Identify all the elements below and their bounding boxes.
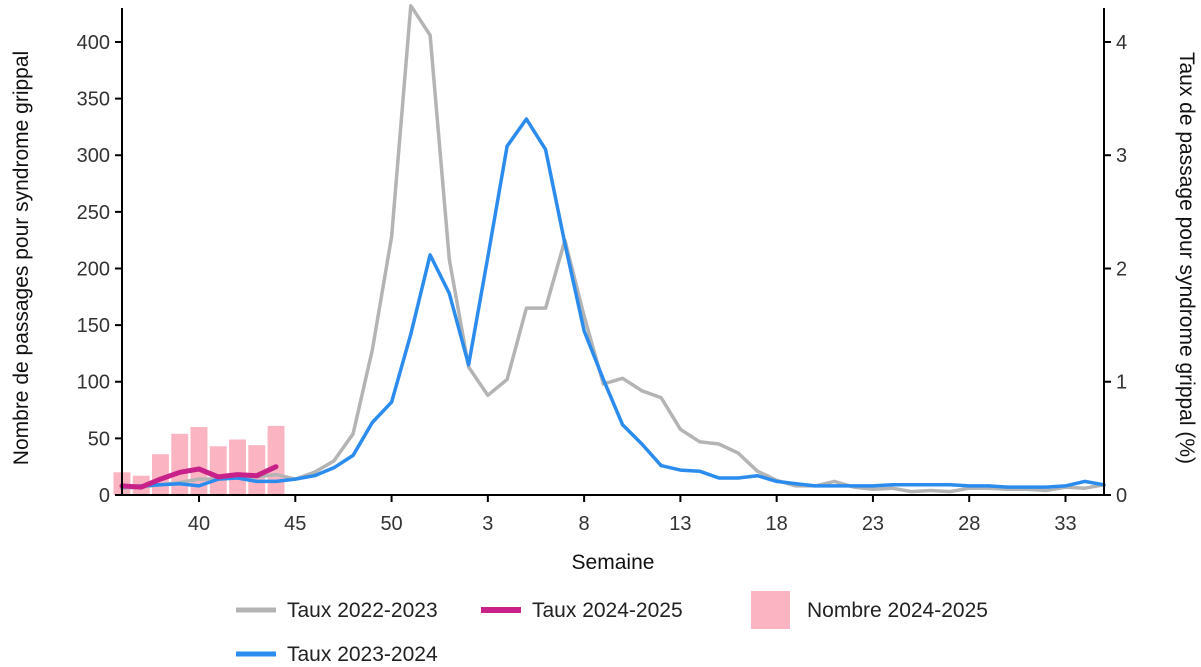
x-tick-label: 13 [669,513,691,535]
y-right-tick-label: 1 [1116,372,1127,394]
bar-nombre-2024-2025-week-44 [267,425,285,495]
x-axis-title: Semaine [572,551,655,574]
y-left-tick-label: 0 [99,485,110,507]
x-tick-label: 23 [862,513,884,535]
series-line-taux-2024-2025 [119,464,279,490]
series-line-taux-2022-2023 [120,3,1106,494]
lines-layer [119,3,1106,494]
y-left-tick-label: 150 [77,315,110,337]
x-tick-label: 28 [958,513,980,535]
y-axis-left-title: Nombre de passages pour syndrome grippal [10,51,33,465]
x-tick-label: 40 [188,513,210,535]
x-tick-label: 45 [284,513,306,535]
x-tick-label: 50 [380,513,402,535]
bar-nombre-2024-2025-week-42 [229,439,246,495]
y-left-tick-label: 300 [77,145,110,167]
legend: Taux 2022-2023 Taux 2024-2025 Nombre 202… [236,591,988,666]
x-tick-label: 18 [766,513,788,535]
legend-label-taux-2024-2025: Taux 2024-2025 [532,599,683,622]
y-left-tick-label: 200 [77,258,110,280]
y-right-tick-label: 0 [1116,485,1127,507]
x-tick-label: 3 [482,513,493,535]
y-left-tick-label: 50 [88,428,110,450]
y-left-tick-label: 350 [77,89,110,111]
x-tick-label: 8 [579,513,590,535]
bar-nombre-2024-2025-week-41 [209,446,227,495]
legend-label-taux-2023-2024: Taux 2023-2024 [287,643,438,666]
legend-label-taux-2022-2023: Taux 2022-2023 [287,599,438,622]
y-left-tick-label: 100 [77,372,110,394]
y-right-tick-label: 4 [1116,32,1127,54]
y-left-tick-label: 400 [77,32,110,54]
y-right-tick-label: 3 [1116,145,1127,167]
y-left-tick-label: 250 [77,202,110,224]
bar-nombre-2024-2025-week-43 [248,445,266,495]
y-right-tick-label: 2 [1116,258,1127,280]
y-axis-right-title: Taux de passage pour syndrome grippal (%… [1175,52,1198,464]
bar-nombre-2024-2025-week-39 [171,433,189,495]
legend-label-nombre-2024-2025: Nombre 2024-2025 [807,599,988,622]
legend-swatch-nombre-2024-2025 [751,591,790,629]
series-line-taux-2023-2024 [120,117,1106,489]
x-tick-label: 33 [1054,513,1076,535]
